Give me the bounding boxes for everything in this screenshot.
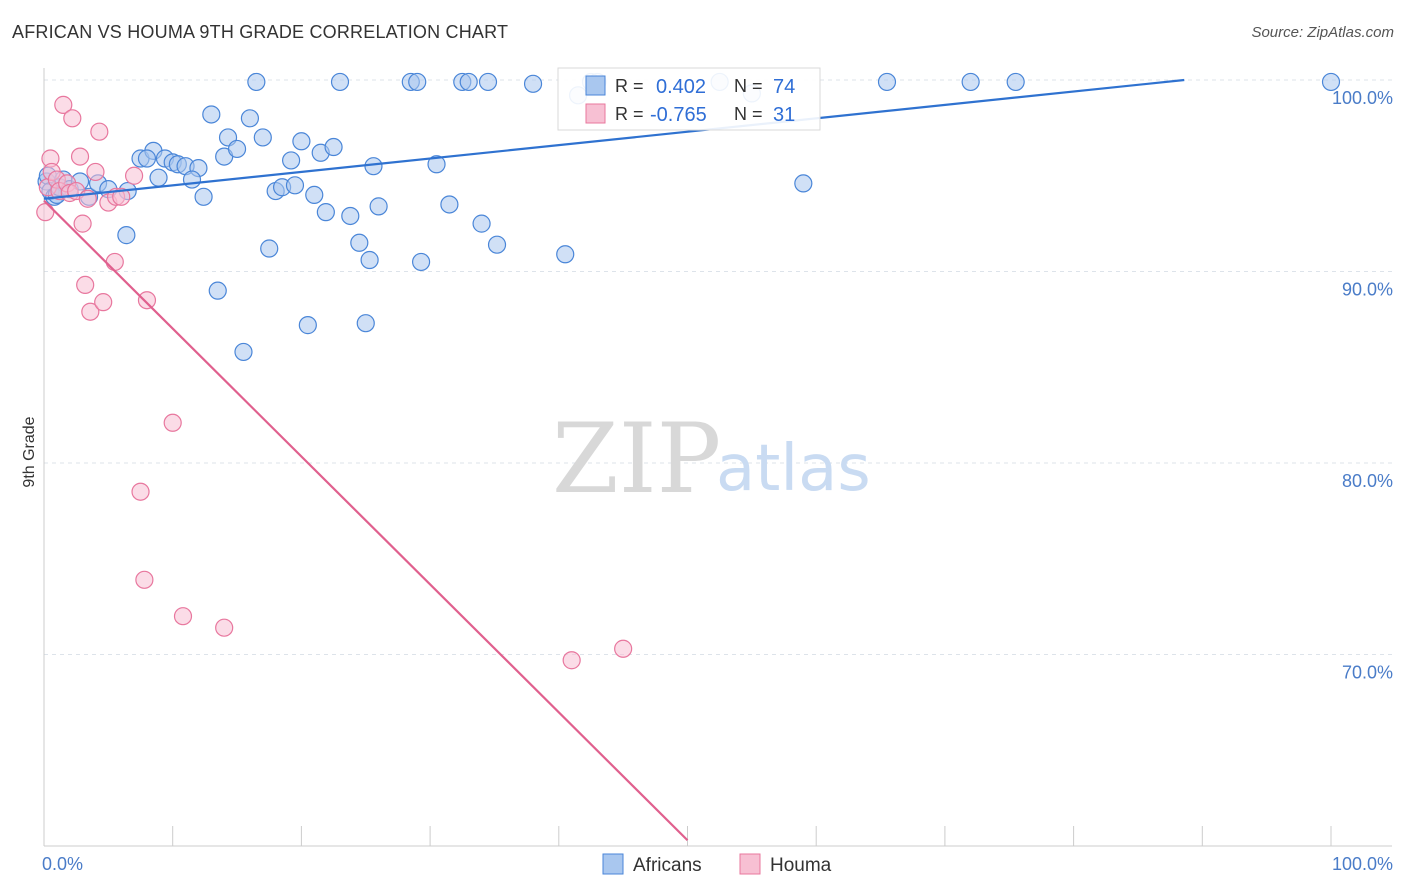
source-credit: Source: ZipAtlas.com xyxy=(1251,24,1394,41)
africans-point-44 xyxy=(324,137,343,157)
africans-point-49 xyxy=(360,250,379,270)
y-tick-label-3: 100.0% xyxy=(1332,88,1393,108)
africans-point-60 xyxy=(478,72,498,92)
watermark-atlas: atlas xyxy=(716,432,871,506)
trend-line-houma xyxy=(43,199,689,842)
houma-point-6 xyxy=(54,95,73,114)
houma-point-28 xyxy=(173,607,193,626)
africans-point-63 xyxy=(556,245,575,264)
stats-n-label-houma: N = xyxy=(734,104,763,124)
africans-point-24 xyxy=(194,187,213,206)
houma-point-18 xyxy=(94,293,113,312)
africans-point-46 xyxy=(341,206,360,226)
y-axis-label: 9th Grade xyxy=(21,416,38,487)
houma-point-22 xyxy=(112,187,131,206)
series-houma-points xyxy=(36,95,633,670)
africans-point-41 xyxy=(305,185,324,204)
africans-point-34 xyxy=(260,239,279,258)
africans-point-45 xyxy=(330,72,350,92)
houma-point-17 xyxy=(90,122,109,141)
y-tick-label-0: 70.0% xyxy=(1342,663,1393,683)
chart-title: AFRICAN VS HOUMA 9TH GRADE CORRELATION C… xyxy=(12,22,509,42)
africans-point-56 xyxy=(440,195,459,214)
stats-n-label-africans: N = xyxy=(734,76,763,96)
africans-point-54 xyxy=(411,252,431,272)
africans-point-32 xyxy=(247,72,266,92)
africans-point-13 xyxy=(117,226,136,245)
legend-label-houma: Houma xyxy=(770,855,832,876)
stats-swatch-africans xyxy=(585,75,606,96)
africans-point-33 xyxy=(253,128,272,147)
axes xyxy=(43,68,1392,847)
africans-point-17 xyxy=(149,168,168,187)
africans-point-23 xyxy=(182,170,202,189)
houma-point-30 xyxy=(562,651,581,670)
grid-lines xyxy=(44,79,1392,655)
houma-point-27 xyxy=(163,413,182,432)
trend-line-africans xyxy=(43,78,1185,200)
stats-box: R = 0.402 N = 74 R = -0.765 N = 31 xyxy=(557,67,821,131)
houma-point-31 xyxy=(614,639,633,658)
africans-point-29 xyxy=(227,139,247,159)
africans-point-51 xyxy=(369,197,388,216)
africans-point-26 xyxy=(208,281,227,300)
legend-label-africans: Africans xyxy=(633,855,702,876)
africans-point-53 xyxy=(408,72,427,92)
stats-r-label-africans: R = xyxy=(615,76,644,96)
africans-point-73 xyxy=(1321,72,1341,92)
houma-point-0 xyxy=(36,203,55,222)
y-tick-label-2: 90.0% xyxy=(1342,280,1393,300)
legend-swatch-houma xyxy=(739,853,761,875)
houma-point-12 xyxy=(73,214,92,233)
africans-point-72 xyxy=(1006,72,1025,92)
stats-n-value-houma: 31 xyxy=(773,104,795,126)
africans-point-31 xyxy=(240,109,260,128)
houma-point-24 xyxy=(131,482,150,501)
africans-point-70 xyxy=(877,72,897,92)
trend-lines xyxy=(43,78,1185,842)
houma-point-16 xyxy=(86,162,105,182)
houma-point-26 xyxy=(137,291,157,310)
africans-point-62 xyxy=(523,74,543,93)
stats-swatch-houma xyxy=(585,103,606,124)
stats-r-value-africans: 0.402 xyxy=(656,76,706,98)
y-tick-label-1: 80.0% xyxy=(1342,471,1393,491)
houma-point-15 xyxy=(81,302,100,321)
africans-point-25 xyxy=(202,105,221,124)
legend-swatch-africans xyxy=(602,853,624,875)
stats-r-label-houma: R = xyxy=(615,104,644,124)
africans-point-55 xyxy=(427,155,446,174)
africans-point-61 xyxy=(487,235,507,254)
tick-labels: 70.0% 80.0% 90.0% 100.0% 0.0% 100.0% xyxy=(42,88,1393,874)
africans-point-48 xyxy=(356,314,375,333)
africans-point-47 xyxy=(350,233,369,252)
x-tick-label-1: 100.0% xyxy=(1332,854,1393,874)
africans-point-58 xyxy=(459,72,478,92)
houma-point-20 xyxy=(105,252,124,272)
africans-point-38 xyxy=(285,176,305,195)
houma-point-25 xyxy=(135,570,154,589)
x-tick-label-0: 0.0% xyxy=(42,854,83,874)
africans-point-37 xyxy=(282,151,301,170)
stats-r-value-houma: -0.765 xyxy=(650,104,707,126)
africans-point-69 xyxy=(794,174,813,193)
africans-point-39 xyxy=(292,132,311,151)
africans-point-40 xyxy=(298,316,317,335)
africans-point-50 xyxy=(364,157,383,176)
houma-point-13 xyxy=(76,275,95,295)
legend: Africans Houma xyxy=(602,853,832,876)
houma-point-9 xyxy=(63,109,82,128)
stats-n-value-africans: 74 xyxy=(773,76,795,98)
africans-point-30 xyxy=(234,342,253,362)
watermark-zip: ZIP xyxy=(552,403,721,515)
africans-point-16 xyxy=(137,149,157,168)
houma-point-11 xyxy=(70,147,90,166)
africans-point-71 xyxy=(961,72,980,92)
houma-point-29 xyxy=(215,618,234,637)
houma-point-23 xyxy=(124,166,144,185)
africans-point-59 xyxy=(472,214,491,233)
watermark: ZIP atlas xyxy=(552,403,871,515)
africans-point-43 xyxy=(316,203,335,222)
